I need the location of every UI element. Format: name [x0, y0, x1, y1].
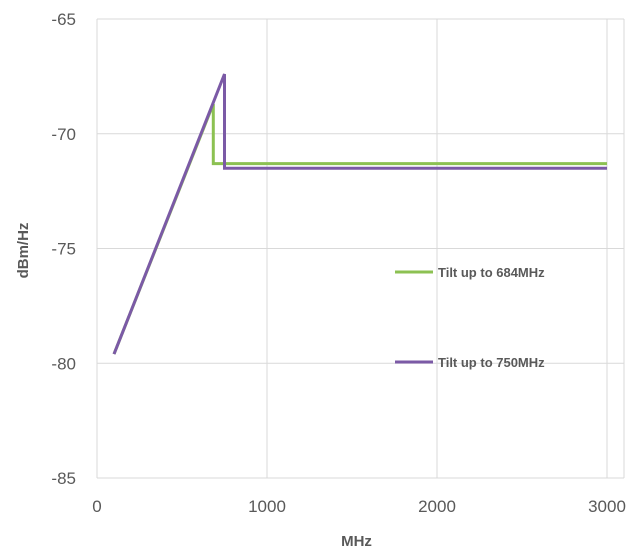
legend: Tilt up to 684MHz Tilt up to 750MHz [395, 265, 545, 370]
series-line-2 [112, 73, 607, 355]
x-tick-label: 0 [92, 497, 101, 516]
x-tick-label: 1000 [248, 497, 286, 516]
y-tick-label: -80 [51, 354, 76, 373]
y-tick-label: -65 [51, 10, 76, 29]
gridlines [96, 18, 625, 479]
series-lines [112, 73, 607, 355]
y-tick-label: -85 [51, 469, 76, 488]
series-line-1 [112, 103, 607, 355]
y-axis-ticks: -65 -70 -75 -80 -85 [51, 10, 76, 488]
y-tick-label: -75 [51, 240, 76, 259]
legend-label: Tilt up to 750MHz [438, 355, 545, 370]
x-axis-ticks: 0 1000 2000 3000 [92, 497, 626, 516]
x-tick-label: 2000 [418, 497, 456, 516]
y-tick-label: -70 [51, 125, 76, 144]
x-axis-label: MHz [341, 533, 372, 550]
x-tick-label: 3000 [588, 497, 626, 516]
y-axis-label: dBm/Hz [15, 223, 32, 279]
legend-label: Tilt up to 684MHz [438, 265, 545, 280]
